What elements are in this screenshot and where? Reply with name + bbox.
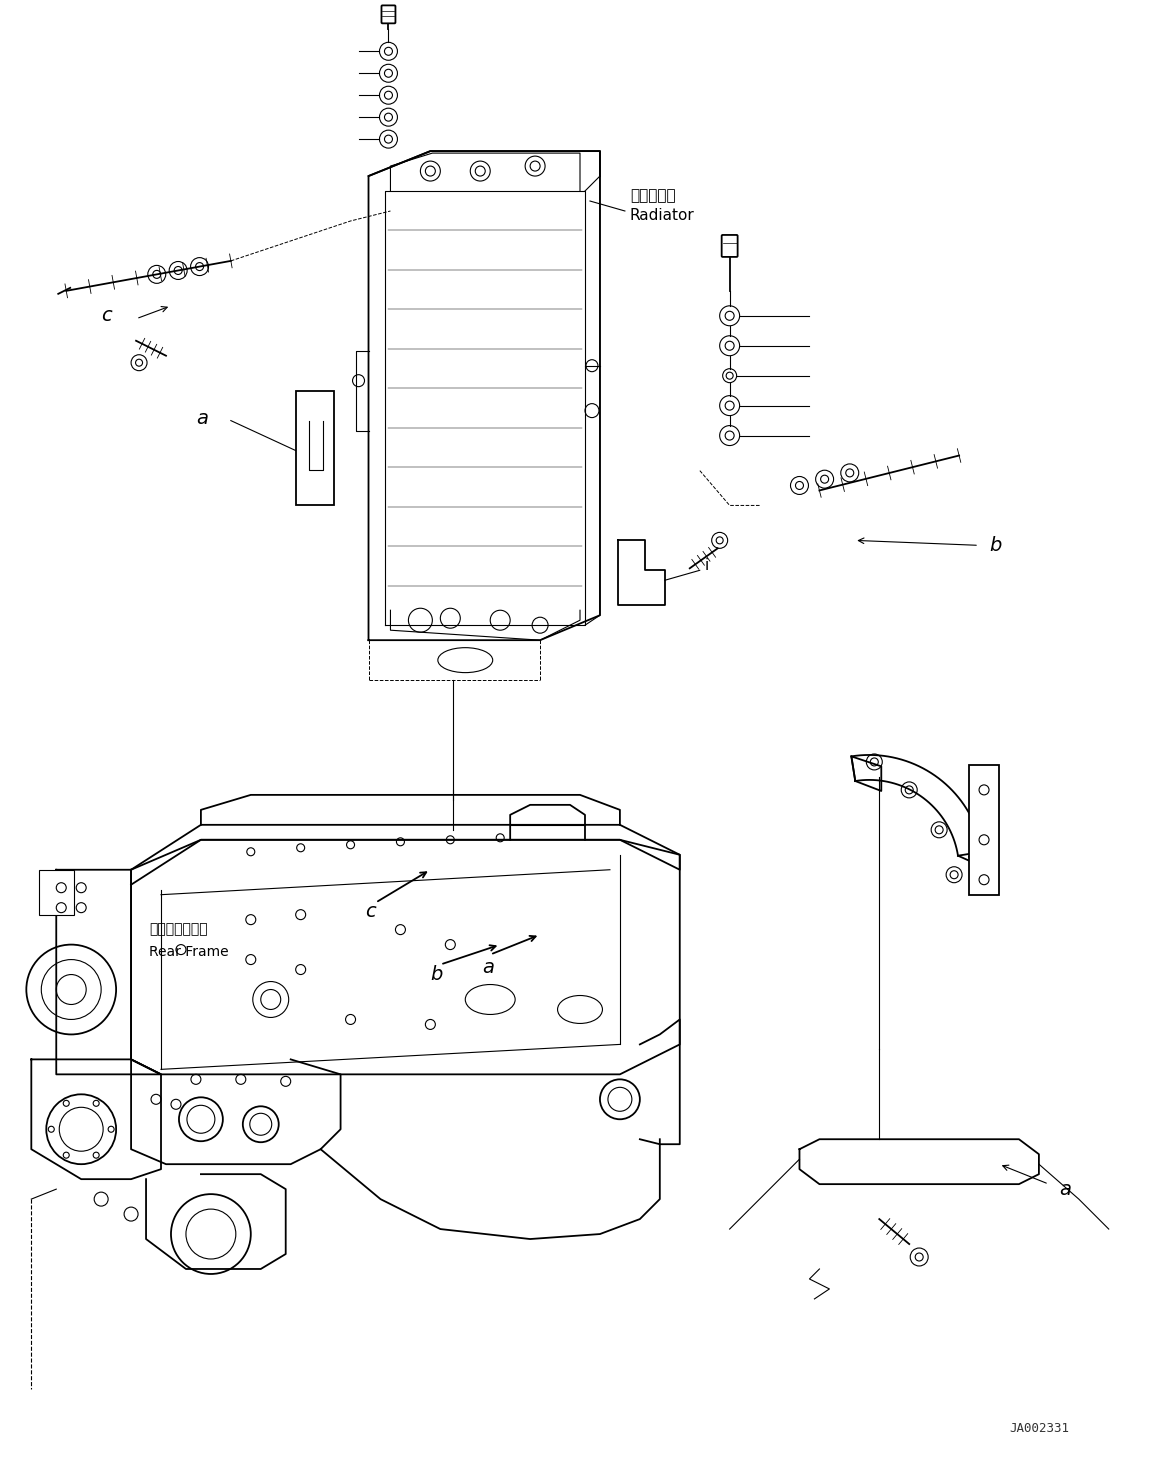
Text: a: a bbox=[195, 409, 208, 428]
Text: i: i bbox=[705, 559, 709, 573]
FancyBboxPatch shape bbox=[381, 6, 395, 23]
Text: a: a bbox=[483, 959, 494, 976]
Text: b: b bbox=[430, 965, 443, 984]
Text: a: a bbox=[1058, 1180, 1071, 1199]
Text: Radiator: Radiator bbox=[630, 208, 694, 223]
Text: リヤーフレーム: リヤーフレーム bbox=[149, 922, 208, 937]
Text: ラジェータ: ラジェータ bbox=[630, 189, 676, 204]
Text: Rear Frame: Rear Frame bbox=[149, 944, 229, 959]
Text: JA002331: JA002331 bbox=[1009, 1422, 1069, 1435]
Text: c: c bbox=[365, 902, 377, 921]
Bar bbox=[295, 390, 334, 506]
Text: b: b bbox=[989, 537, 1001, 554]
Text: c: c bbox=[101, 306, 112, 325]
Bar bbox=[40, 869, 74, 915]
FancyBboxPatch shape bbox=[722, 235, 737, 257]
Bar bbox=[969, 765, 999, 894]
